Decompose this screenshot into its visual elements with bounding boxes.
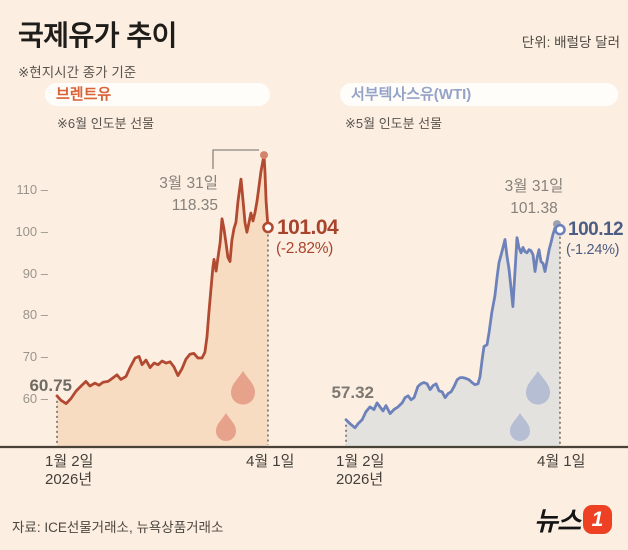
y-tick-80: 80 [8, 307, 48, 322]
wti-peak-value: 101.38 [510, 200, 558, 217]
news1-logo-icon: 1 [583, 505, 612, 534]
wti-peak-dot [553, 220, 561, 229]
oil-drop-icon [231, 371, 255, 405]
wti-x-start-date: 1월 2일 [336, 453, 385, 470]
brent-futures-note: ※6월 인도분 선물 [57, 116, 155, 131]
brent-x-end-label: 4월 1일 [246, 453, 295, 470]
oil-drop-icon [510, 413, 530, 441]
wti-price-line [344, 222, 562, 430]
unit-label: 단위: 배럴당 달러 [521, 35, 620, 50]
brent-peak-date: 3월 31일 [159, 175, 218, 192]
peak-annotation-bracket [212, 149, 259, 169]
brent-peak-dot [260, 151, 268, 160]
page-title: 국제유가 추이 [18, 20, 177, 51]
brent-chart-title-label: 브렌트유 [56, 86, 112, 103]
y-tick-60: 60 [8, 391, 48, 406]
y-tick-70: 70 [8, 349, 48, 364]
brent-end-marker [262, 221, 274, 234]
wti-start-value: 57.32 [331, 383, 374, 402]
y-tick-100: 100 [8, 224, 48, 239]
wti-x-start-label: 1월 2일 2026년 [336, 453, 384, 489]
wti-peak-label: 3월 31일 101.38 [502, 176, 566, 220]
wti-end-change: (-1.24%) [566, 242, 620, 258]
wti-x-end-label: 4월 1일 [537, 453, 586, 470]
wti-x-start-year: 2026년 [336, 471, 384, 488]
brent-end-value: 101.04 [277, 216, 339, 239]
source-credit: 자료: ICE선물거래소, 뉴욕상품거래소 [12, 520, 224, 535]
basis-note: ※현지시간 종가 기준 [18, 65, 137, 80]
brent-x-start-label: 1월 2일 2026년 [45, 453, 93, 489]
brent-peak-value: 118.35 [171, 197, 218, 214]
y-tick-90: 90 [8, 266, 48, 281]
oil-drop-icon [526, 371, 550, 405]
wti-end-marker [554, 223, 566, 236]
wti-chart-title: 서부텍사스유(WTI) [340, 83, 618, 106]
wti-peak-date: 3월 31일 [504, 178, 564, 195]
y-tick-110: 110 [8, 182, 48, 197]
brent-x-start-year: 2026년 [45, 471, 93, 488]
brent-peak-label: 3월 31일 118.35 [156, 173, 218, 217]
brent-x-start-date: 1월 2일 [45, 453, 94, 470]
wti-futures-note: ※5월 인도분 선물 [345, 116, 443, 131]
news1-logo-text: 뉴스 [534, 506, 581, 536]
brent-chart-title: 브렌트유 [45, 83, 270, 106]
wti-chart-title-label: 서부텍사스유(WTI) [351, 86, 472, 103]
brent-end-change: (-2.82%) [276, 240, 334, 257]
wti-area [346, 224, 560, 446]
news1-logo: 뉴스 1 [534, 501, 612, 538]
wti-chart [344, 220, 566, 446]
brent-start-value: 60.75 [29, 376, 72, 395]
oil-drop-icon [216, 413, 236, 441]
wti-end-value: 100.12 [568, 219, 624, 240]
